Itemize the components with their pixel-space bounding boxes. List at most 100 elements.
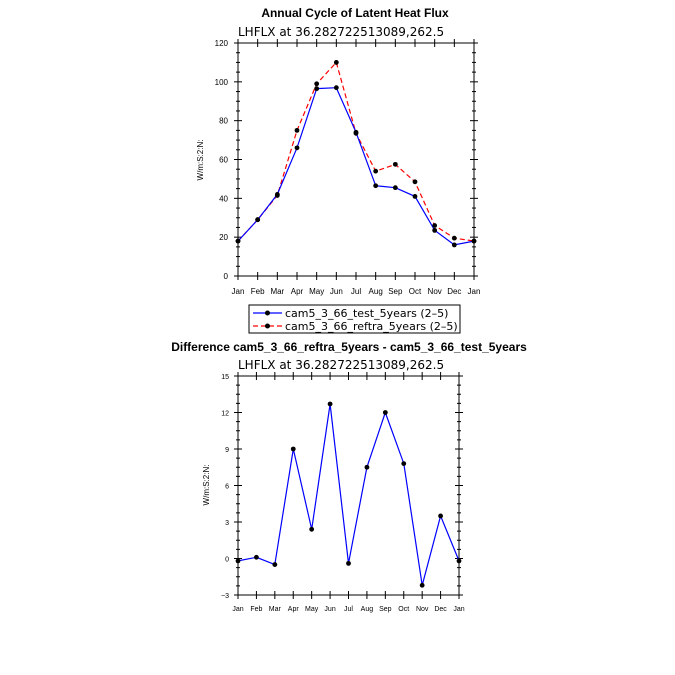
data-point-s1-1	[255, 217, 261, 223]
x-tick-label: Dec	[434, 606, 447, 613]
series-line-1	[237, 61, 475, 242]
chart-subtitle: LHFLX at 36.282722513089,262.5	[238, 25, 444, 39]
y-tick-label: 120	[215, 39, 229, 48]
data-point-s1-5	[333, 60, 339, 65]
y-tick-labels: 0 20 40 60 80 100 120	[215, 39, 229, 281]
x-tick-labels: Jan Feb Mar Apr May Jun Jul Aug Sep Oct Nov Dec Jan	[232, 287, 481, 296]
x-tick-label: Nov	[428, 287, 442, 296]
data-point-s0-0	[235, 558, 241, 564]
x-tick-label: Feb	[250, 606, 262, 613]
y-tick-label: 9	[225, 447, 229, 454]
data-point-s0-7	[373, 183, 379, 189]
data-point-s1-3	[294, 127, 300, 133]
data-point-s0-9	[412, 193, 418, 199]
axis-ticks	[234, 39, 478, 280]
data-point-s0-11	[438, 513, 443, 519]
legend-marker-reftra	[265, 323, 270, 329]
data-point-s0-4	[309, 526, 315, 532]
x-tick-label: Apr	[288, 606, 300, 613]
y-tick-label: 6	[225, 484, 229, 491]
axis-ticks	[234, 372, 463, 599]
x-tick-labels: Jan Feb Mar Apr May Jun Jul Aug Sep Oct Nov Dec Jan	[232, 606, 464, 613]
data-point-s0-5	[327, 401, 333, 407]
x-tick-label: Sep	[388, 287, 403, 296]
x-tick-label: Jan	[468, 287, 481, 296]
data-point-s0-5	[333, 85, 339, 91]
x-tick-label: May	[309, 287, 324, 296]
y-tick-label: 100	[215, 78, 229, 87]
x-tick-label: Jan	[232, 606, 243, 613]
data-point-s0-9	[401, 461, 407, 466]
data-point-s0-11	[451, 242, 457, 248]
y-axis-label: W/m:S:2:N:	[196, 140, 205, 181]
data-point-s0-3	[294, 145, 300, 151]
data-point-s1-2	[274, 193, 280, 198]
legend-label-reftra: cam5_3_66_reftra_5years (2–5)	[285, 320, 458, 333]
y-axis-label: W/m:S:2:N:	[202, 465, 211, 506]
y-tick-label: 20	[219, 233, 228, 242]
legend-box	[248, 304, 461, 334]
x-tick-label: Jul	[351, 287, 361, 296]
data-point-s0-8	[392, 185, 398, 191]
x-tick-label: Aug	[361, 606, 374, 613]
y-tick-label: −3	[221, 593, 229, 600]
x-tick-label: Dec	[447, 287, 461, 296]
data-point-s1-10	[432, 223, 438, 228]
data-point-s0-12	[456, 558, 462, 564]
x-tick-label: May	[305, 606, 319, 613]
data-point-s0-6	[346, 560, 351, 566]
data-point-s0-3	[290, 446, 296, 452]
x-tick-label: Jul	[344, 606, 353, 613]
chart-title: Annual Cycle of Latent Heat Flux	[261, 6, 449, 20]
data-point-s0-7	[364, 464, 370, 470]
x-tick-label: Oct	[398, 606, 409, 613]
series-line-0	[237, 403, 460, 586]
series-layer	[235, 401, 462, 588]
y-tick-label: 0	[224, 272, 229, 281]
x-tick-label: Sep	[379, 606, 392, 613]
legend: cam5_3_66_test_5years (2–5) cam5_3_66_re…	[248, 304, 461, 334]
y-tick-label: 3	[225, 520, 229, 527]
x-tick-label: Jan	[453, 606, 464, 613]
x-tick-label: Jun	[330, 287, 343, 296]
data-point-s0-4	[314, 86, 320, 92]
data-point-s1-11	[451, 235, 457, 241]
difference-chart: Difference cam5_3_66_reftra_5years - cam…	[171, 340, 527, 613]
x-tick-label: Mar	[269, 606, 282, 613]
data-point-s0-1	[254, 554, 259, 560]
annual-cycle-chart: Annual Cycle of Latent Heat Flux LHFLX a…	[196, 6, 481, 334]
plot-frame	[237, 42, 475, 277]
data-point-s1-8	[392, 161, 398, 167]
chart-title: Difference cam5_3_66_reftra_5years - cam…	[171, 340, 527, 354]
x-tick-label: Feb	[251, 287, 265, 296]
data-point-s1-6	[353, 130, 359, 136]
data-point-s0-2	[272, 562, 278, 567]
data-point-s0-8	[382, 410, 388, 415]
x-tick-label: Apr	[291, 287, 304, 296]
y-tick-label: 0	[225, 557, 229, 564]
data-point-s1-4	[314, 81, 320, 87]
x-tick-label: Nov	[416, 606, 429, 613]
y-tick-label: 15	[221, 374, 229, 381]
data-point-s0-10	[419, 582, 425, 588]
data-point-s1-9	[412, 179, 418, 185]
legend-label-test: cam5_3_66_test_5years (2–5)	[285, 307, 448, 320]
chart-subtitle: LHFLX at 36.282722513089,262.5	[238, 358, 444, 372]
series-layer	[235, 60, 477, 248]
data-point-s1-12	[471, 238, 477, 244]
y-tick-label: 60	[219, 156, 228, 165]
series-line-0	[237, 87, 475, 246]
y-tick-label: 12	[221, 411, 229, 418]
x-tick-label: Jun	[324, 606, 335, 613]
y-tick-label: 80	[219, 117, 228, 126]
data-point-s1-7	[373, 168, 379, 174]
x-tick-label: Jan	[232, 287, 245, 296]
y-tick-labels: −3 0 3 6 9 12 15	[221, 374, 229, 600]
x-tick-label: Oct	[409, 287, 422, 296]
x-tick-label: Mar	[270, 287, 284, 296]
y-tick-label: 40	[219, 194, 228, 203]
data-point-s1-0	[235, 238, 241, 244]
x-tick-label: Aug	[369, 287, 383, 296]
data-point-s0-10	[432, 227, 438, 233]
